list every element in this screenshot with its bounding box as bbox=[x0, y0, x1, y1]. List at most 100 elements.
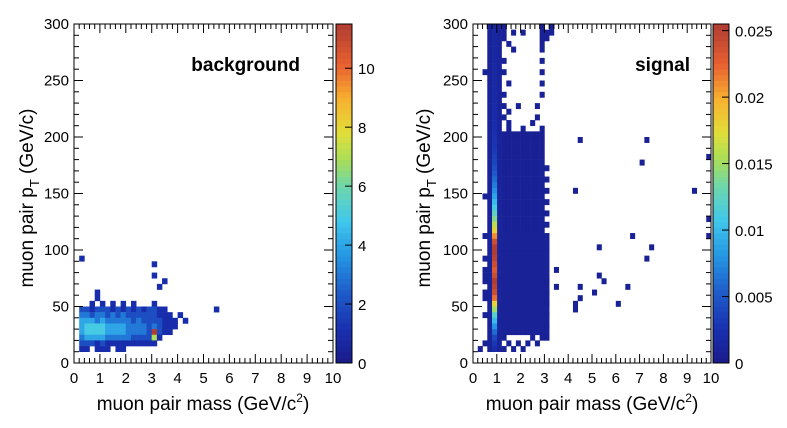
colorbar-segment bbox=[336, 266, 352, 273]
heatmap-cell bbox=[515, 306, 521, 313]
heatmap-cell bbox=[482, 193, 488, 200]
y-tick-label: 200 bbox=[44, 129, 69, 146]
x-axis-title-superscript: 2 bbox=[685, 391, 692, 405]
colorbar-segment bbox=[336, 153, 352, 160]
heatmap-cell bbox=[105, 340, 111, 347]
heatmap-cell bbox=[506, 312, 512, 319]
heatmap-cell bbox=[94, 340, 101, 347]
heatmap-cell bbox=[487, 329, 493, 336]
colorbar-segment bbox=[336, 148, 352, 155]
heatmap-cell bbox=[534, 159, 540, 166]
colorbar-segment bbox=[713, 329, 729, 336]
heatmap-cell bbox=[501, 114, 507, 121]
heatmap-cell bbox=[492, 199, 498, 206]
heatmap-cell bbox=[534, 250, 540, 256]
heatmap-cell bbox=[534, 187, 540, 194]
heatmap-cell bbox=[506, 204, 512, 211]
colorbar-segment bbox=[336, 295, 352, 302]
heatmap-cell bbox=[511, 255, 517, 262]
heatmap-cell bbox=[501, 159, 507, 166]
heatmap-cell bbox=[511, 300, 517, 307]
heatmap-cell bbox=[539, 24, 545, 30]
heatmap-cell bbox=[492, 170, 498, 177]
colorbar-segment bbox=[336, 221, 352, 228]
heatmap-cell bbox=[544, 306, 550, 313]
heatmap-cells bbox=[79, 255, 220, 352]
heatmap-cell bbox=[110, 334, 116, 341]
heatmap-cell bbox=[115, 306, 121, 313]
heatmap-cell bbox=[520, 227, 526, 234]
heatmap-cell bbox=[530, 317, 536, 324]
heatmap-cell bbox=[530, 120, 536, 126]
heatmap-cell bbox=[496, 289, 502, 296]
heatmap-cell bbox=[141, 329, 147, 336]
heatmap-cell bbox=[515, 272, 521, 279]
heatmap-cell bbox=[156, 323, 163, 330]
heatmap-cell bbox=[506, 255, 512, 262]
heatmap-cell bbox=[539, 40, 545, 47]
heatmap-cell bbox=[105, 334, 111, 341]
heatmap-cell bbox=[146, 306, 152, 313]
heatmap-cell bbox=[487, 227, 493, 234]
heatmap-cell bbox=[501, 334, 507, 341]
colorbar-segment bbox=[713, 57, 729, 64]
heatmap-cell bbox=[79, 323, 85, 330]
colorbar-segment bbox=[713, 272, 729, 279]
heatmap-cell bbox=[482, 278, 488, 285]
heatmap-cell bbox=[487, 137, 493, 143]
heatmap-cell bbox=[515, 317, 521, 324]
heatmap-cell bbox=[544, 255, 550, 262]
heatmap-cell bbox=[501, 148, 507, 155]
heatmap-cell bbox=[539, 283, 545, 290]
heatmap-cell bbox=[515, 266, 521, 273]
colorbar-segment bbox=[713, 334, 729, 341]
heatmap-cell bbox=[487, 108, 493, 115]
heatmap-cell bbox=[544, 329, 550, 336]
colorbar: 0 2 4 6 8 10 bbox=[335, 23, 375, 373]
heatmap-cell bbox=[539, 216, 545, 223]
heatmap-cell bbox=[539, 159, 545, 166]
heatmap-cell bbox=[487, 295, 493, 302]
heatmap-cell bbox=[496, 108, 502, 115]
heatmap-cell bbox=[549, 24, 555, 30]
heatmap-cell bbox=[515, 250, 521, 256]
colorbar-segment bbox=[336, 334, 352, 341]
heatmap-cell bbox=[520, 216, 526, 223]
colorbar-segment bbox=[336, 137, 352, 144]
heatmap-cell bbox=[511, 283, 517, 290]
heatmap-cell bbox=[515, 165, 521, 172]
heatmap-cell bbox=[520, 306, 526, 313]
heatmap-cell bbox=[136, 306, 142, 313]
heatmap-cell bbox=[162, 278, 168, 285]
heatmap-cell bbox=[487, 46, 493, 53]
heatmap-cell bbox=[511, 29, 517, 36]
heatmap-cell bbox=[120, 312, 127, 319]
heatmap-cell bbox=[99, 340, 106, 347]
colorbar-segment bbox=[336, 170, 352, 177]
heatmap-cell bbox=[572, 187, 579, 194]
heatmap-cell bbox=[89, 312, 96, 319]
heatmap-cell bbox=[487, 346, 493, 352]
heatmap-cell bbox=[496, 255, 502, 262]
heatmap-cell bbox=[539, 182, 545, 189]
x-tick-label: 10 bbox=[703, 370, 720, 387]
heatmap-cell bbox=[539, 238, 545, 245]
heatmap-cell bbox=[501, 346, 507, 352]
colorbar-segment bbox=[336, 24, 352, 31]
heatmap-cell bbox=[534, 142, 540, 149]
heatmap-cell bbox=[534, 272, 540, 279]
heatmap-cell bbox=[515, 210, 521, 217]
heatmap-cell bbox=[151, 329, 158, 336]
heatmap-cell bbox=[511, 238, 517, 245]
y-axis-title: muon pair pT (GeV/c) bbox=[414, 108, 439, 287]
heatmap-cell bbox=[539, 170, 545, 177]
colorbar-frame bbox=[335, 23, 353, 364]
heatmap-cell bbox=[534, 278, 540, 285]
heatmap-cell bbox=[544, 283, 550, 290]
heatmap-cell bbox=[496, 261, 502, 268]
heatmap-cell bbox=[539, 137, 545, 143]
heatmap-cell bbox=[79, 329, 85, 336]
heatmap-cell bbox=[487, 57, 493, 64]
heatmap-cell bbox=[506, 165, 512, 172]
